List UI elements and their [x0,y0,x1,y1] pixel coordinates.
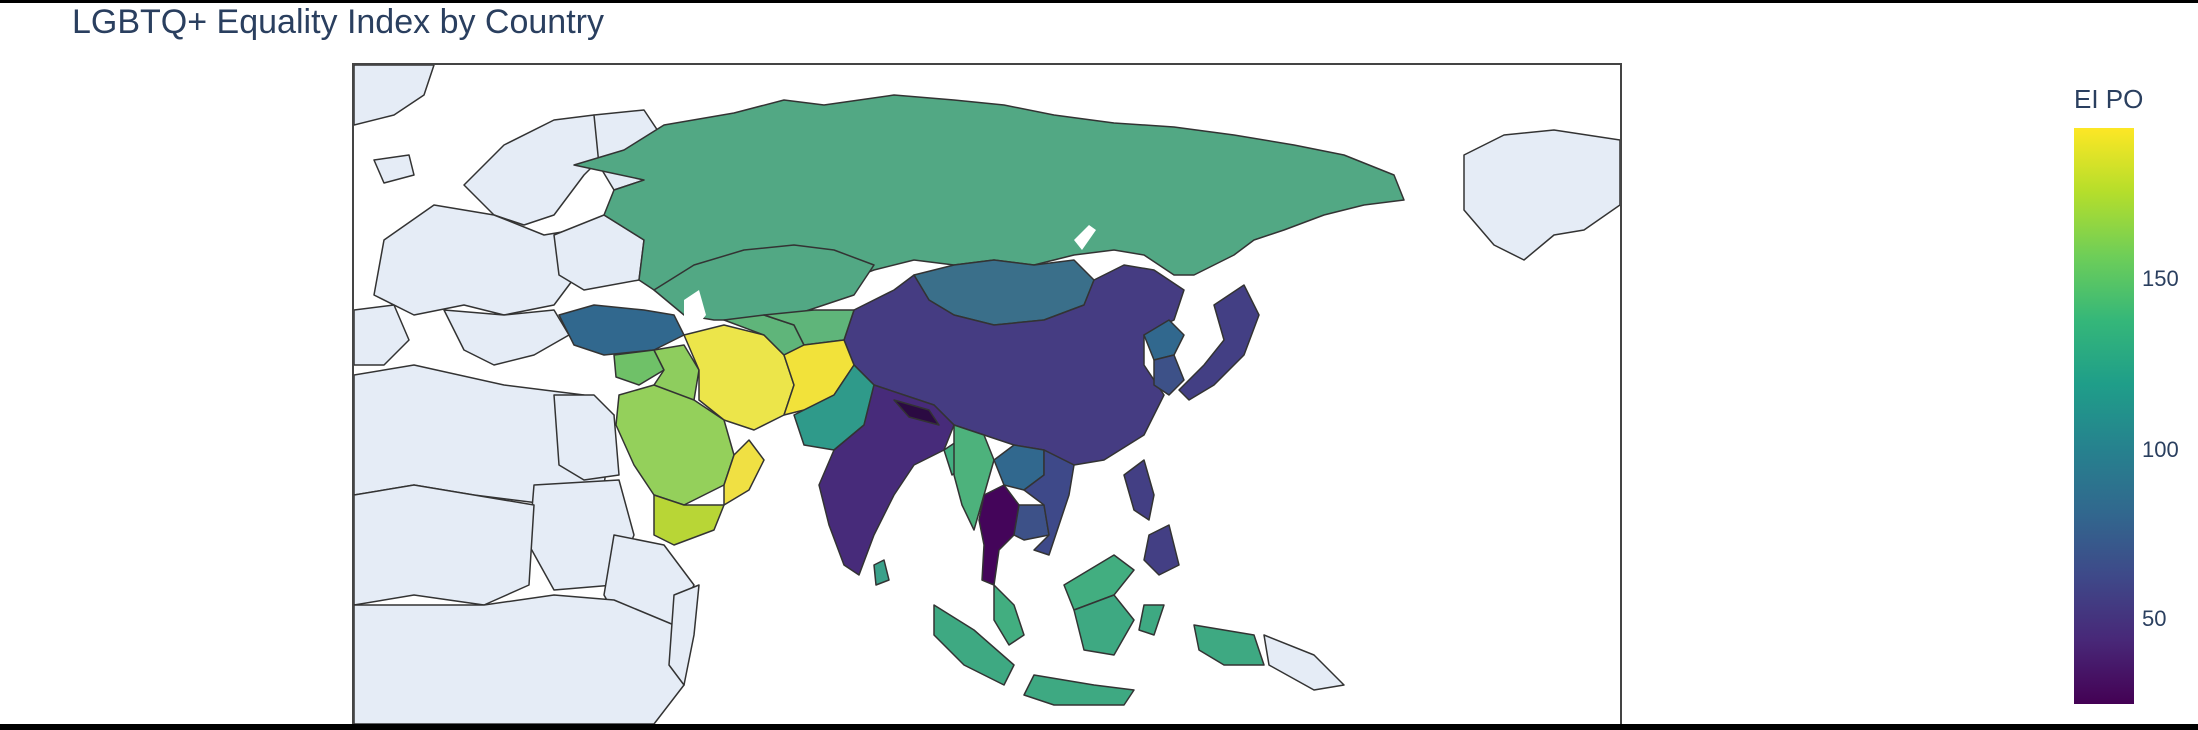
country-syria[interactable] [613,349,665,386]
country-japan[interactable] [1178,284,1260,401]
lake-baikal [1074,225,1096,250]
country-west-africa[interactable] [354,484,535,606]
country-scandinavia[interactable] [463,114,615,226]
country-nepal[interactable] [893,399,940,426]
country-somalia[interactable] [668,584,700,686]
country-south-korea[interactable] [1153,354,1185,396]
country-europe-west[interactable] [354,65,435,126]
country-myanmar[interactable] [953,424,995,531]
country-vietnam[interactable] [1023,449,1075,556]
country-north-korea[interactable] [1143,319,1185,361]
country-kazakhstan[interactable] [653,244,875,321]
country-yemen[interactable] [653,494,725,546]
country-usa-alaska[interactable] [1463,129,1620,261]
country-central-africa[interactable] [354,594,685,724]
colorbar-tick: 50 [2142,606,2167,631]
lake-balkhash [844,293,866,305]
country-egypt[interactable] [553,394,620,481]
choropleth-map[interactable] [354,65,1620,724]
country-indonesia[interactable] [933,594,1265,706]
map-frame[interactable] [352,63,1622,726]
chart-title: LGBTQ+ Equality Index by Country [72,3,604,41]
country-uk[interactable] [373,154,415,184]
country-iberia[interactable] [354,304,410,366]
colorbar-title: EI PO [2074,84,2144,114]
country-sri-lanka[interactable] [873,559,890,586]
country-oman[interactable] [723,439,765,506]
country-thailand[interactable] [978,484,1020,586]
colorbar [2074,128,2134,704]
colorbar-tick: 100 [2142,437,2179,462]
caspian-sea [684,290,706,330]
bottom-border [0,724,2198,730]
country-papua-new-guinea[interactable] [1263,634,1345,691]
top-border [0,0,2198,3]
colorbar-tick: 150 [2142,266,2179,291]
country-malaysia[interactable] [993,554,1135,646]
country-philippines[interactable] [1123,459,1180,576]
country-india[interactable] [818,384,955,576]
country-italy-balkans[interactable] [443,309,570,366]
country-cambodia[interactable] [1013,504,1050,541]
country-europe-central[interactable] [373,204,585,316]
